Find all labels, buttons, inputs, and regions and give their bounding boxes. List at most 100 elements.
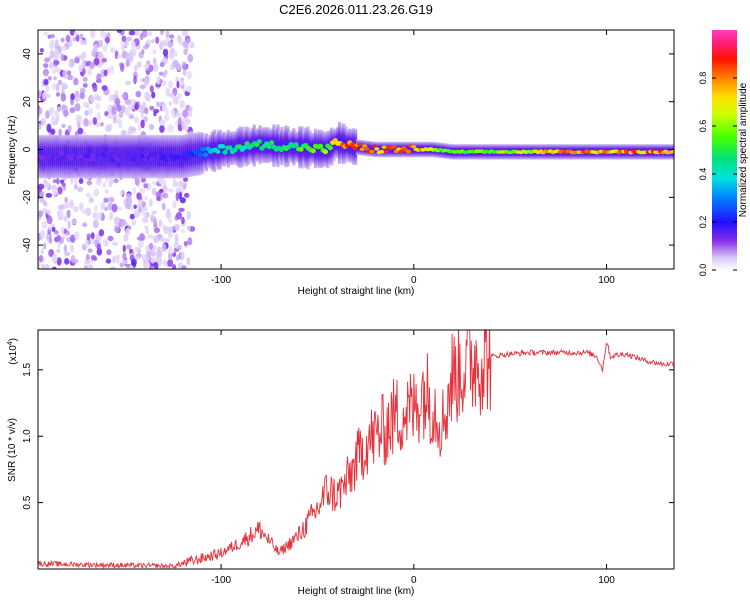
noise-point: [168, 246, 173, 255]
noise-point: [43, 242, 47, 250]
noise-point: [42, 91, 46, 100]
noise-point: [135, 90, 142, 98]
noise-point: [58, 128, 62, 138]
colorbar: 0.0 0.2 0.4 0.6 0.8 Normalized spectral ampl…: [698, 30, 749, 276]
noise-point: [105, 124, 111, 132]
colorbar-tick-label: 0.0: [698, 264, 708, 277]
y-scale-factor: (x104): [7, 338, 19, 365]
noise-point: [167, 258, 174, 267]
noise-point: [88, 107, 93, 116]
ridge-point: [361, 144, 368, 148]
noise-point: [119, 63, 125, 72]
top-y-tick-label: 20: [22, 96, 33, 108]
noise-point: [75, 114, 82, 123]
noise-point: [57, 106, 62, 112]
noise-point: [162, 259, 167, 267]
noise-point: [78, 177, 84, 185]
band-segment: [139, 135, 143, 179]
y-scale-exponent: 4: [7, 341, 14, 345]
noise-point: [45, 110, 50, 119]
ridge-point: [127, 153, 133, 158]
noise-point: [109, 211, 114, 219]
noise-point: [161, 243, 167, 252]
noise-point: [38, 233, 41, 242]
noise-point: [90, 30, 96, 39]
ridge-point: [56, 157, 62, 163]
figure-title: C2E6.2026.011.23.26.G19: [279, 2, 433, 17]
noise-point: [38, 183, 45, 190]
ridge-point: [369, 149, 375, 154]
noise-point: [189, 41, 195, 49]
noise-point: [146, 60, 151, 66]
noise-point: [61, 123, 66, 128]
band-segment: [125, 135, 129, 179]
noise-point: [45, 233, 50, 242]
noise-point: [92, 84, 98, 92]
noise-point: [144, 195, 148, 201]
noise-point: [155, 191, 162, 197]
ridge-point: [183, 156, 189, 162]
noise-point: [80, 52, 86, 60]
band-segment: [312, 133, 316, 164]
noise-point: [102, 44, 108, 53]
noise-point: [40, 248, 44, 255]
noise-point: [95, 95, 102, 101]
noise-point: [57, 186, 63, 195]
noise-point: [57, 79, 62, 86]
noise-point: [134, 209, 140, 218]
band-segment: [387, 141, 391, 158]
noise-point: [139, 188, 146, 194]
noise-point: [67, 74, 74, 81]
top-y-tick-label: 40: [22, 48, 33, 60]
noise-point: [124, 80, 132, 86]
noise-point: [181, 120, 185, 130]
ridge-point: [141, 157, 148, 163]
top-y-tick-label: -20: [22, 190, 33, 205]
ridge-point: [119, 157, 125, 163]
ridge-point: [78, 153, 84, 159]
noise-point: [61, 82, 67, 90]
noise-point: [143, 183, 149, 189]
noise-point: [93, 188, 100, 197]
noise-point: [51, 115, 55, 122]
noise-point: [49, 249, 54, 257]
band-segment: [391, 141, 395, 158]
noise-point: [73, 31, 79, 37]
noise-point: [181, 30, 189, 37]
band-segment: [121, 135, 125, 179]
band-segment: [318, 129, 322, 169]
noise-point: [103, 198, 109, 203]
noise-point: [50, 128, 56, 135]
noise-point: [73, 93, 80, 103]
ridge-point: [46, 154, 52, 159]
noise-point: [182, 41, 189, 48]
noise-point: [172, 264, 177, 269]
noise-point: [140, 177, 147, 183]
noise-point: [175, 192, 179, 202]
noise-point: [161, 103, 168, 113]
noise-point: [83, 39, 88, 46]
noise-point: [95, 102, 101, 110]
noise-point: [107, 235, 114, 242]
noise-point: [137, 239, 144, 249]
band-segment: [409, 141, 413, 158]
noise-point: [172, 200, 177, 209]
noise-point: [162, 48, 169, 57]
noise-point: [41, 265, 46, 269]
noise-point: [92, 211, 97, 220]
noise-point: [175, 187, 180, 195]
noise-point: [46, 208, 52, 216]
band-segment: [357, 139, 362, 156]
noise-point: [125, 55, 132, 60]
noise-point: [165, 88, 171, 93]
noise-point: [128, 103, 134, 111]
noise-point: [90, 254, 97, 261]
noise-point: [162, 57, 168, 65]
noise-point: [168, 101, 173, 106]
noise-point: [51, 266, 57, 269]
noise-point: [98, 211, 103, 221]
noise-point: [185, 192, 190, 198]
noise-point: [134, 246, 140, 253]
noise-point: [148, 264, 154, 269]
band-segment: [393, 141, 397, 158]
